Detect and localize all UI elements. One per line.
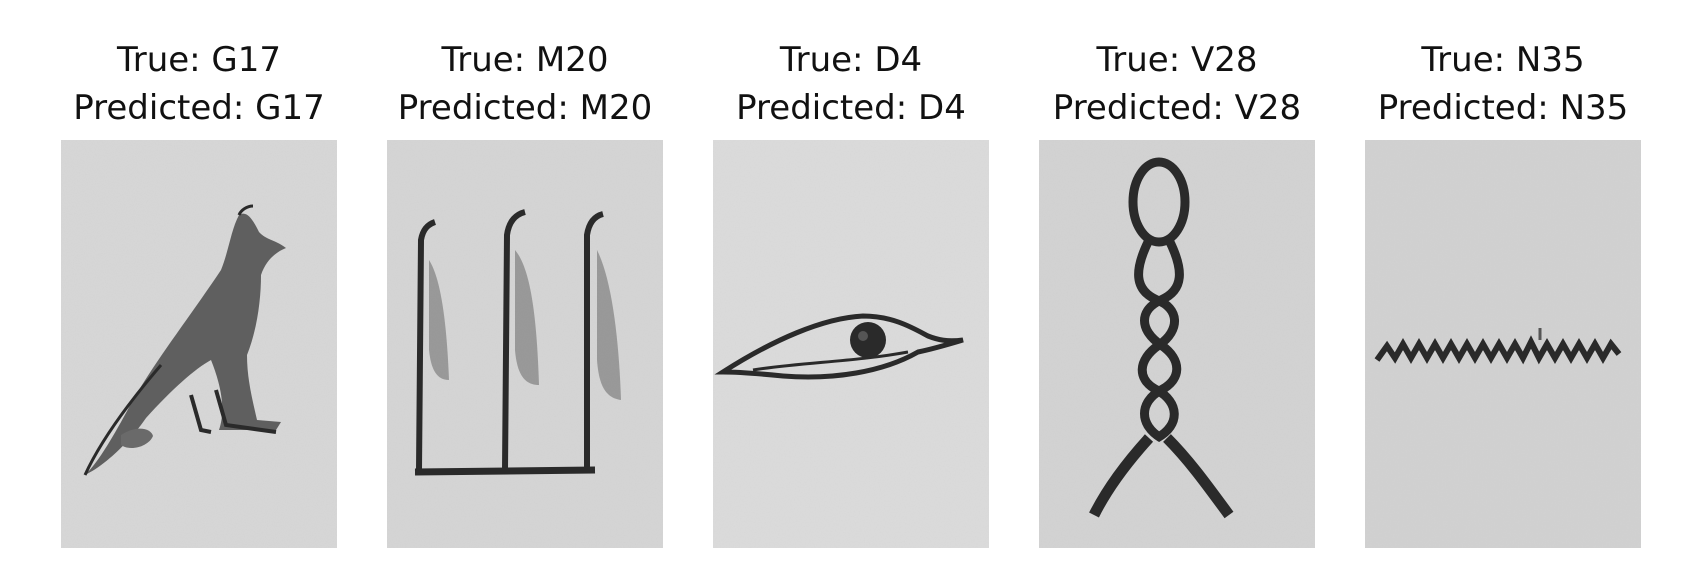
predicted-label: Predicted: V28 bbox=[1052, 88, 1302, 128]
true-label: True: G17 bbox=[116, 40, 282, 80]
predicted-label: Predicted: N35 bbox=[1377, 88, 1629, 128]
glyph-image bbox=[1039, 140, 1315, 548]
glyph-image bbox=[713, 140, 989, 548]
eye-hieroglyph-icon bbox=[713, 140, 989, 548]
panel-v28: True: V28 Predicted: V28 bbox=[1039, 36, 1315, 548]
true-label: True: V28 bbox=[1096, 40, 1258, 80]
twisted-wick-hieroglyph-icon bbox=[1039, 140, 1315, 548]
panel-title: True: G17 Predicted: G17 bbox=[61, 36, 337, 132]
owl-hieroglyph-icon bbox=[61, 140, 337, 548]
panel-title: True: M20 Predicted: M20 bbox=[387, 36, 663, 132]
panel-m20: True: M20 Predicted: M20 bbox=[387, 36, 663, 548]
reeds-hieroglyph-icon bbox=[387, 140, 663, 548]
glyph-image bbox=[61, 140, 337, 548]
panel-title: True: D4 Predicted: D4 bbox=[713, 36, 989, 132]
panel-n35: True: N35 Predicted: N35 bbox=[1365, 36, 1641, 548]
water-ripple-hieroglyph-icon bbox=[1365, 140, 1641, 548]
true-label: True: N35 bbox=[1421, 40, 1585, 80]
panel-d4: True: D4 Predicted: D4 bbox=[713, 36, 989, 548]
predicted-label: Predicted: M20 bbox=[397, 88, 653, 128]
panel-title: True: V28 Predicted: V28 bbox=[1039, 36, 1315, 132]
glyph-image bbox=[387, 140, 663, 548]
true-label: True: D4 bbox=[779, 40, 923, 80]
panel-g17: True: G17 Predicted: G17 bbox=[61, 36, 337, 548]
panel-title: True: N35 Predicted: N35 bbox=[1365, 36, 1641, 132]
true-label: True: M20 bbox=[441, 40, 609, 80]
predicted-label: Predicted: D4 bbox=[736, 88, 966, 128]
glyph-image bbox=[1365, 140, 1641, 548]
predicted-label: Predicted: G17 bbox=[73, 88, 325, 128]
